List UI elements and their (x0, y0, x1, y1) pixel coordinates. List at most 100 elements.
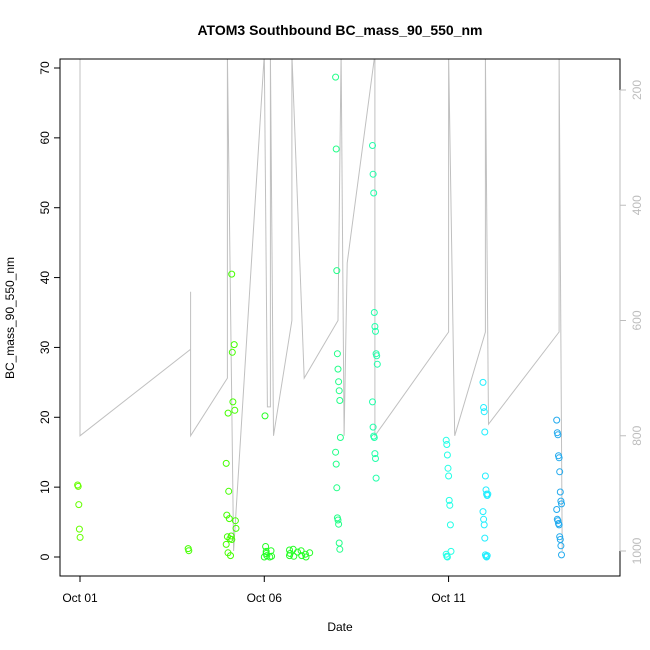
data-point-s6-11 (480, 521, 488, 529)
data-point-s3-3 (333, 350, 341, 358)
y-axis-label: BC_mass_90_550_nm (3, 257, 17, 379)
data-point-s1-13 (227, 552, 234, 560)
data-point-s2-15 (301, 550, 309, 558)
y2-tick-label-4: 1000 (630, 537, 644, 564)
data-point-s4-0 (369, 142, 376, 149)
y-tick-label-4: 40 (38, 271, 52, 285)
data-point-s5-0 (442, 436, 450, 444)
data-point-s6-9 (479, 508, 487, 516)
data-point-s5-11 (443, 553, 451, 561)
data-point-s1-16 (231, 517, 239, 525)
data-point-s1-11 (225, 515, 233, 523)
data-point-s2-8 (266, 553, 274, 561)
data-point-s4-5 (372, 327, 379, 335)
data-point-s1-19 (228, 536, 236, 543)
data-point-s2-1 (262, 543, 270, 550)
data-point-s0-1 (74, 482, 82, 490)
data-point-s3-14 (335, 520, 343, 528)
data-point-s2-17 (306, 549, 314, 557)
data-point-s6-8 (484, 490, 492, 498)
data-point-s4-4 (371, 323, 379, 330)
data-point-s5-6 (446, 501, 454, 509)
data-point-s7-7 (557, 497, 565, 505)
data-point-s6-12 (481, 534, 489, 542)
data-point-s1-7 (228, 348, 236, 356)
data-point-s3-13 (334, 516, 342, 524)
data-point-s1-8 (229, 398, 237, 406)
data-point-s5-3 (444, 464, 452, 472)
data-point-s3-2 (333, 267, 341, 275)
data-point-s1-20 (222, 540, 230, 548)
data-point-s4-14 (372, 455, 379, 462)
gray-trace-line (79, 59, 563, 552)
data-point-s2-0 (261, 412, 269, 420)
data-point-s6-0 (479, 378, 487, 386)
data-point-s4-1 (369, 170, 377, 178)
data-point-s3-11 (333, 484, 341, 492)
data-point-s7-11 (554, 517, 562, 525)
data-point-s6-2 (480, 408, 488, 416)
data-point-s3-15 (335, 539, 343, 547)
data-point-s5-1 (443, 441, 451, 448)
data-point-s2-19 (289, 545, 297, 553)
data-point-s6-1 (480, 404, 488, 411)
data-point-s0-2 (75, 501, 83, 509)
data-point-s2-16 (302, 553, 310, 561)
data-point-s3-5 (335, 378, 343, 386)
y-tick-label-6: 60 (38, 131, 52, 145)
data-point-s1-6 (228, 270, 236, 278)
data-point-s2-13 (297, 547, 305, 555)
data-point-s1-2 (222, 459, 230, 467)
y-tick-label-2: 20 (38, 410, 52, 424)
data-point-s3-7 (336, 397, 344, 404)
y-tick-label-7: 70 (38, 61, 52, 75)
data-point-s4-12 (370, 434, 378, 441)
data-point-s4-2 (370, 189, 378, 197)
data-point-s7-5 (556, 468, 564, 476)
data-point-s4-7 (373, 352, 381, 360)
data-point-s3-4 (334, 365, 342, 373)
data-point-s4-15 (372, 474, 380, 482)
chart-title: ATOM3 Southbound BC_mass_90_550_nm (197, 22, 482, 38)
data-point-s5-10 (443, 552, 451, 560)
data-point-s7-2 (554, 431, 562, 439)
data-point-s3-8 (336, 434, 344, 441)
x-axis-label: Date (327, 620, 353, 634)
x-axis: Oct 01 Oct 06 Oct 11 (62, 575, 466, 605)
data-point-s1-9 (224, 409, 232, 417)
data-point-s5-5 (445, 496, 453, 504)
data-point-s1-17 (232, 524, 240, 532)
data-point-s6-16 (483, 552, 491, 560)
data-point-s7-16 (557, 542, 565, 550)
y-tick-label-0: 0 (38, 553, 52, 560)
y2-tick-label-0: 200 (630, 80, 644, 100)
data-point-s4-13 (371, 450, 379, 458)
y2-tick-label-3: 800 (630, 425, 644, 445)
data-point-s3-9 (332, 448, 340, 456)
y-tick-label-1: 10 (38, 480, 52, 494)
y-tick-label-3: 30 (38, 340, 52, 354)
data-point-s2-18 (286, 552, 293, 560)
data-point-s6-4 (481, 472, 489, 480)
data-point-s7-14 (556, 533, 564, 541)
data-point-s2-7 (262, 550, 270, 557)
data-point-s3-1 (332, 145, 340, 153)
data-point-s5-2 (443, 451, 451, 459)
data-point-s7-17 (558, 551, 565, 559)
data-point-s1-14 (230, 341, 238, 349)
data-point-s7-8 (558, 500, 565, 508)
gray-trace-layer (79, 59, 563, 552)
data-point-s2-11 (290, 552, 298, 560)
data-point-s6-10 (480, 515, 488, 523)
y-axis: 0 10 20 30 40 50 60 70 (38, 61, 61, 560)
data-point-s4-9 (369, 398, 376, 406)
data-point-s7-9 (553, 506, 561, 513)
x-tick-label-2: Oct 11 (431, 591, 466, 605)
data-point-s4-8 (373, 360, 381, 368)
y-tick-label-5: 50 (38, 201, 52, 215)
data-point-s7-13 (555, 521, 563, 529)
data-point-s6-3 (481, 428, 489, 436)
data-point-s2-14 (298, 552, 306, 560)
y2-tick-label-1: 400 (630, 195, 644, 215)
